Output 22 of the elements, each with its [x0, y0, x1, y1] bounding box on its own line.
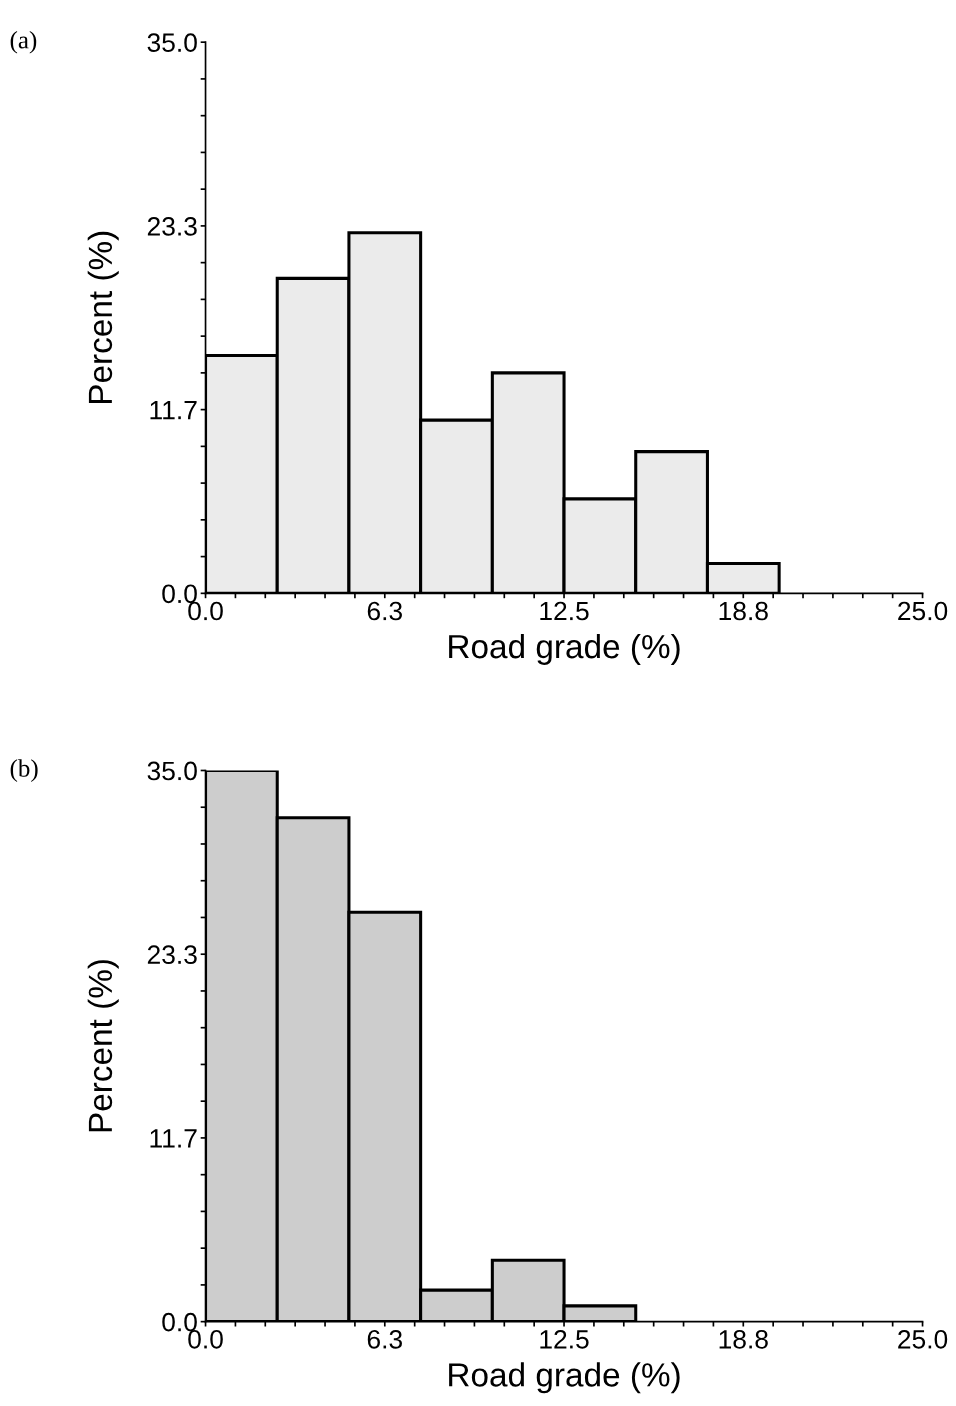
x-tick-label: 25.0 [898, 601, 948, 621]
x-axis-title: Road grade (%) [449, 1362, 680, 1394]
x-tick-label: 12.5 [540, 601, 589, 621]
x-tick-label: 25.0 [898, 1329, 948, 1349]
x-tick-label: 18.8 [719, 1329, 768, 1349]
x-axis-title: Road grade (%) [449, 633, 680, 665]
y-tick-label: 11.7 [150, 401, 197, 420]
x-tick-label: 6.3 [367, 1329, 402, 1349]
y-tick-label: 35.0 [147, 761, 197, 781]
y-tick-label: 35.0 [147, 33, 197, 52]
y-tick-label: 0.0 [162, 1312, 197, 1332]
x-tick-label: 0.0 [188, 1329, 223, 1349]
x-tick-label: 12.5 [540, 1329, 589, 1349]
x-tick-label: 6.3 [367, 601, 402, 621]
y-tick-label: 23.3 [147, 945, 197, 965]
y-axis-title: Percent (%) [87, 231, 119, 404]
y-tick-label: 23.3 [147, 217, 197, 236]
x-tick-label: 18.8 [719, 601, 768, 621]
chart-title: (a) [10, 30, 37, 54]
chart-title: (b) [10, 759, 38, 782]
y-axis-title: Percent (%) [87, 960, 119, 1132]
y-tick-label: 11.7 [150, 1129, 197, 1148]
